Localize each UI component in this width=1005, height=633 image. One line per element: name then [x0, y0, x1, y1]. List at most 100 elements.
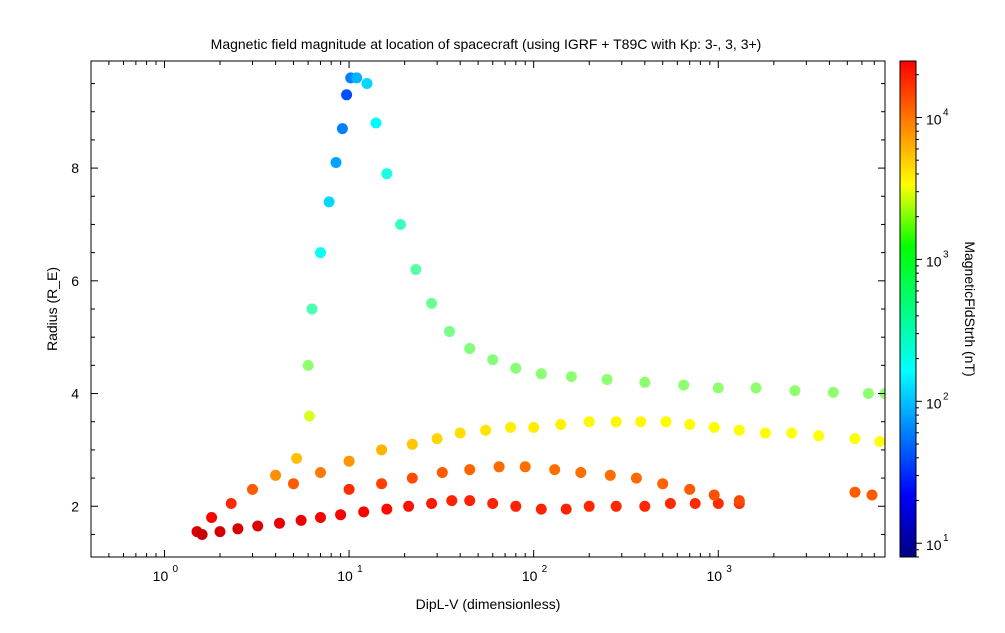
- data-point: [361, 78, 373, 89]
- data-point: [351, 72, 363, 84]
- y-axis: 2 4 6 8: [71, 83, 885, 535]
- data-point: [252, 520, 264, 532]
- colorbar-tick-label: 10: [926, 537, 942, 553]
- data-point: [583, 500, 595, 512]
- data-point: [849, 433, 861, 445]
- data-point: [343, 483, 355, 495]
- data-point: [565, 371, 577, 383]
- data-point: [370, 117, 382, 129]
- data-point: [464, 495, 476, 507]
- data-point: [678, 379, 690, 391]
- data-point: [206, 512, 218, 523]
- data-point: [464, 343, 476, 354]
- data-point: [583, 416, 595, 428]
- y-tick-label: 2: [71, 498, 79, 514]
- colorbar: [899, 60, 917, 558]
- data-point: [689, 498, 701, 509]
- data-point: [535, 368, 547, 380]
- x-tick-exponent: 3: [726, 564, 732, 575]
- data-point: [247, 483, 258, 495]
- data-point: [601, 374, 613, 385]
- x-tick-label: 10: [337, 568, 353, 584]
- data-point: [358, 506, 370, 518]
- data-point: [480, 424, 492, 436]
- y-tick-label: 6: [71, 273, 79, 289]
- data-point: [381, 503, 393, 515]
- data-point: [426, 498, 438, 509]
- data-point: [376, 478, 388, 490]
- data-point: [660, 416, 672, 428]
- data-point: [381, 168, 393, 180]
- data-point: [733, 424, 745, 436]
- y-tick-label: 4: [71, 386, 79, 402]
- data-point: [708, 489, 720, 501]
- data-point: [454, 427, 466, 439]
- x-tick-label: 10: [522, 568, 538, 584]
- data-point: [431, 433, 443, 445]
- data-point: [827, 386, 839, 398]
- data-point: [535, 503, 547, 515]
- data-point: [639, 500, 651, 512]
- data-point: [295, 514, 307, 526]
- colorbar-tick-exponent: 4: [943, 107, 949, 118]
- data-point: [604, 469, 616, 481]
- data-point: [560, 503, 572, 515]
- data-point: [395, 219, 406, 230]
- data-point: [610, 500, 622, 512]
- data-point: [549, 464, 561, 476]
- x-axis: 10 0 10 1 10 2 10 3: [90, 61, 886, 584]
- data-point: [519, 461, 531, 473]
- data-point: [849, 486, 861, 498]
- colorbar-tick-label: 10: [926, 395, 942, 411]
- data-point: [270, 469, 282, 481]
- data-point: [232, 523, 244, 535]
- data-point: [288, 478, 299, 490]
- data-point: [639, 376, 651, 388]
- data-point: [464, 464, 476, 476]
- data-point: [635, 416, 647, 428]
- data-point: [493, 461, 505, 473]
- data-point: [575, 467, 587, 478]
- data-point: [657, 478, 669, 490]
- data-point: [505, 421, 517, 433]
- data-point: [436, 467, 448, 478]
- data-point: [315, 512, 326, 523]
- colorbar-tick-exponent: 1: [943, 533, 949, 544]
- data-point: [341, 89, 353, 101]
- data-point: [306, 303, 318, 315]
- plot-frame: [90, 60, 886, 558]
- data-point: [813, 430, 825, 442]
- data-point: [315, 247, 326, 259]
- data-point: [426, 297, 438, 309]
- data-point: [291, 452, 303, 464]
- data-point: [555, 419, 567, 430]
- data-point: [302, 359, 314, 371]
- colorbar-tick-label: 10: [926, 111, 942, 127]
- x-tick-exponent: 2: [542, 564, 548, 575]
- data-point: [733, 495, 745, 507]
- x-tick-exponent: 0: [172, 564, 178, 575]
- colorbar-tick-exponent: 2: [943, 391, 949, 402]
- data-point: [274, 517, 285, 529]
- data-point: [759, 427, 771, 439]
- chart-title: Magnetic field magnitude at location of …: [211, 36, 762, 52]
- data-point: [510, 500, 522, 512]
- data-point: [406, 438, 418, 450]
- data-point: [630, 472, 642, 484]
- points-layer: [191, 72, 885, 540]
- data-point: [684, 419, 696, 430]
- data-point: [664, 498, 676, 509]
- data-point: [335, 509, 347, 521]
- data-point: [403, 500, 415, 512]
- data-point: [336, 123, 348, 135]
- data-point: [712, 498, 724, 509]
- data-point: [866, 489, 878, 501]
- data-point: [225, 498, 237, 509]
- data-point: [874, 436, 885, 447]
- x-tick-label: 10: [153, 568, 169, 584]
- data-point: [343, 455, 355, 467]
- data-point: [376, 444, 388, 456]
- data-point: [712, 382, 724, 394]
